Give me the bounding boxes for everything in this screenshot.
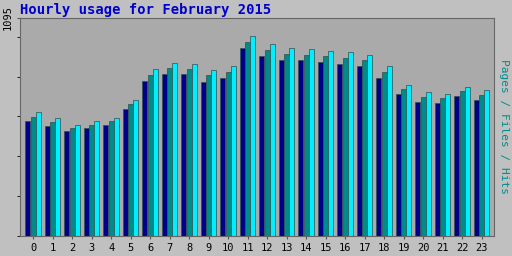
Bar: [153, 69, 158, 236]
Bar: [142, 81, 147, 236]
Bar: [186, 69, 191, 236]
Bar: [387, 66, 392, 236]
Bar: [84, 128, 89, 236]
Bar: [231, 66, 236, 236]
Bar: [348, 52, 353, 236]
Bar: [173, 63, 178, 236]
Bar: [89, 125, 94, 236]
Bar: [75, 125, 80, 236]
Bar: [220, 78, 225, 236]
Bar: [114, 118, 119, 236]
Bar: [318, 62, 323, 236]
Bar: [440, 98, 445, 236]
Bar: [362, 60, 367, 236]
Bar: [133, 100, 138, 236]
Bar: [309, 49, 314, 236]
Bar: [162, 74, 167, 236]
Bar: [401, 89, 406, 236]
Bar: [368, 55, 372, 236]
Bar: [167, 68, 172, 236]
Bar: [279, 60, 284, 236]
Bar: [435, 103, 440, 236]
Bar: [109, 121, 114, 236]
Bar: [250, 36, 255, 236]
Bar: [289, 48, 294, 236]
Bar: [376, 78, 381, 236]
Bar: [123, 109, 128, 236]
Bar: [474, 100, 479, 236]
Bar: [479, 95, 484, 236]
Bar: [304, 55, 309, 236]
Bar: [407, 84, 412, 236]
Bar: [147, 74, 153, 236]
Bar: [45, 126, 50, 236]
Bar: [426, 92, 431, 236]
Bar: [460, 91, 465, 236]
Bar: [265, 50, 270, 236]
Bar: [465, 87, 470, 236]
Bar: [357, 66, 362, 236]
Bar: [70, 128, 75, 236]
Bar: [415, 102, 420, 236]
Bar: [103, 125, 109, 236]
Bar: [323, 56, 328, 236]
Bar: [211, 70, 217, 236]
Bar: [284, 54, 289, 236]
Bar: [181, 74, 186, 236]
Bar: [381, 72, 387, 236]
Bar: [396, 94, 401, 236]
Bar: [421, 97, 425, 236]
Bar: [65, 131, 69, 236]
Bar: [484, 90, 489, 236]
Bar: [25, 121, 30, 236]
Bar: [260, 56, 264, 236]
Bar: [298, 60, 304, 236]
Bar: [270, 44, 275, 236]
Bar: [454, 96, 459, 236]
Bar: [36, 112, 41, 236]
Bar: [206, 75, 211, 236]
Bar: [201, 82, 206, 236]
Bar: [337, 64, 343, 236]
Bar: [94, 121, 99, 236]
Bar: [55, 118, 60, 236]
Bar: [343, 58, 348, 236]
Text: Hourly usage for February 2015: Hourly usage for February 2015: [20, 3, 272, 17]
Bar: [245, 42, 250, 236]
Bar: [128, 104, 133, 236]
Bar: [50, 122, 55, 236]
Bar: [192, 64, 197, 236]
Bar: [31, 117, 36, 236]
Bar: [226, 72, 231, 236]
Bar: [328, 51, 333, 236]
Bar: [445, 94, 451, 236]
Bar: [240, 48, 245, 236]
